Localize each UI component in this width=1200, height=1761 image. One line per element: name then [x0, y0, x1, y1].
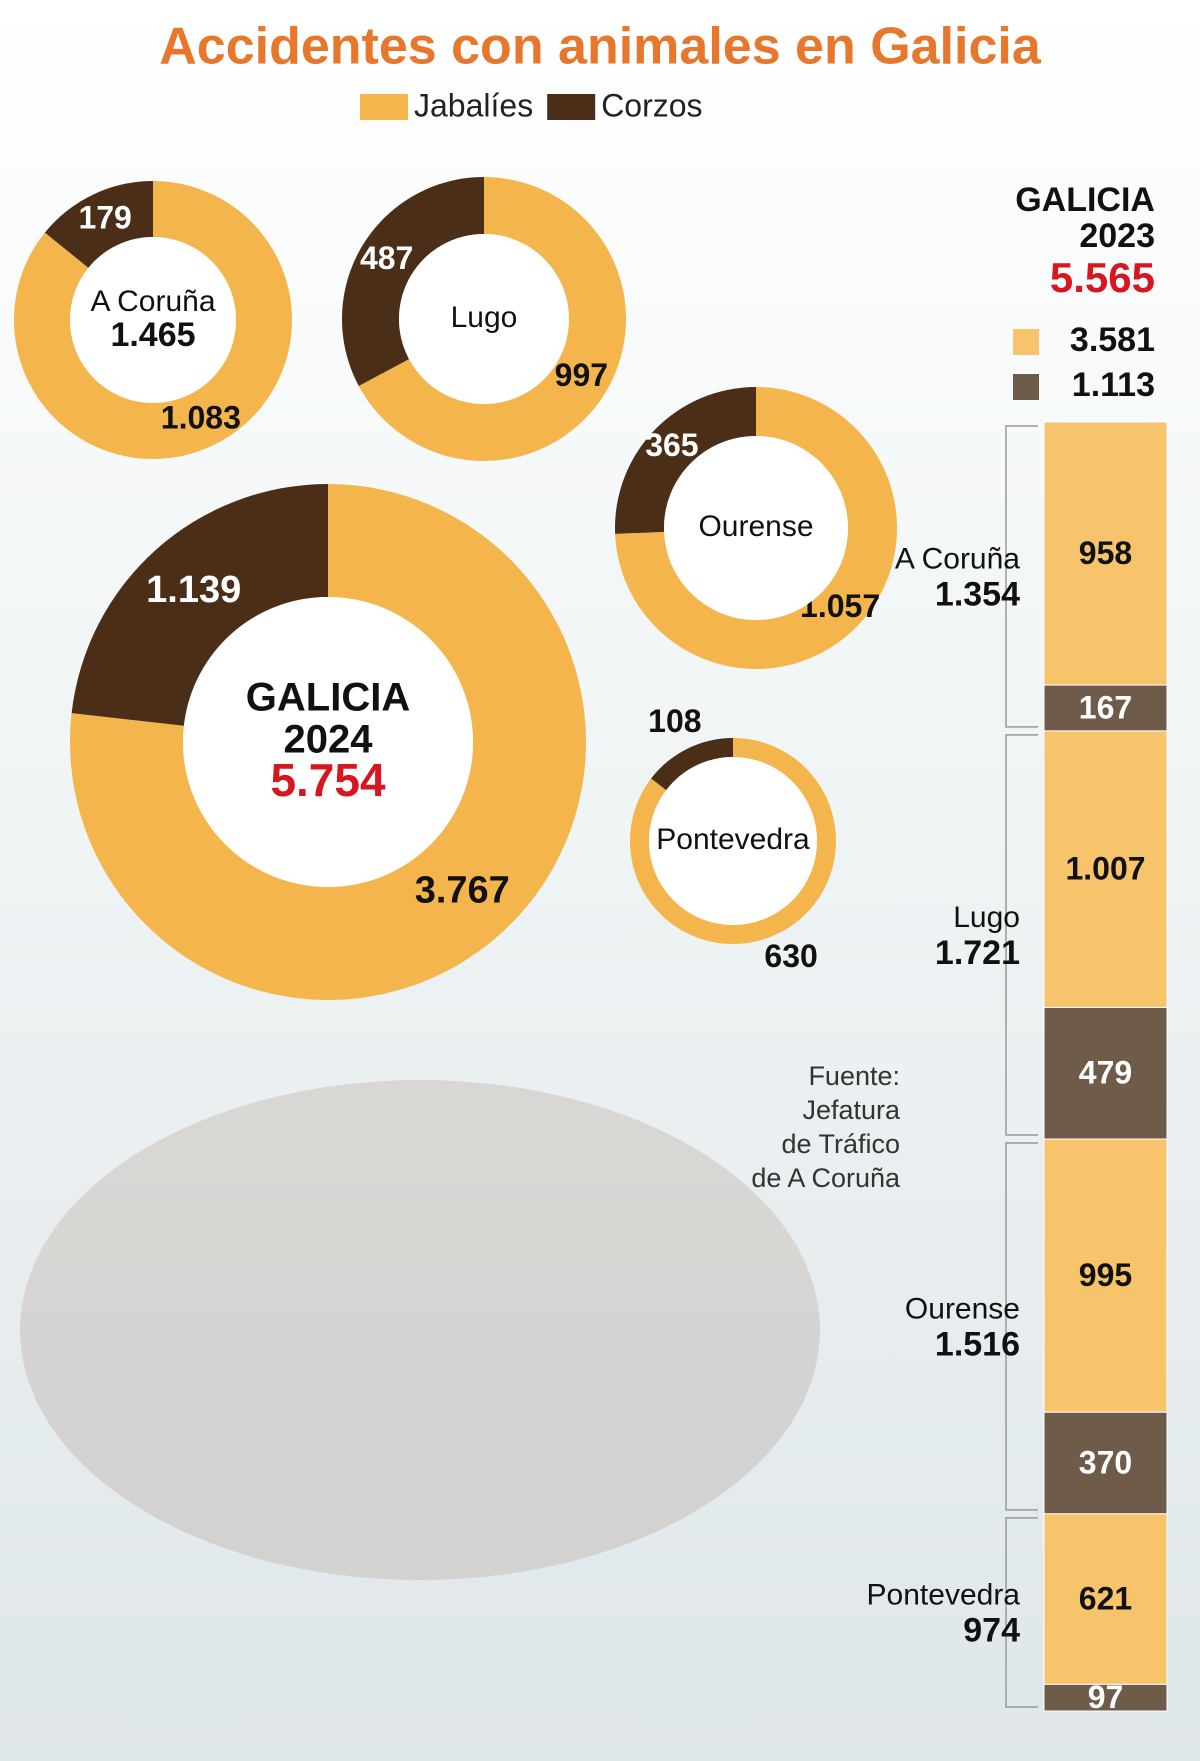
legend-swatch	[547, 94, 596, 120]
center-label: Lugo	[451, 301, 518, 334]
category-total: 974	[963, 1611, 1020, 1649]
panel-subtitle: 2023	[1079, 217, 1155, 255]
series-total: 3.581	[1070, 321, 1155, 359]
center-label: A Coruña	[90, 285, 215, 318]
donut-hole	[664, 436, 848, 620]
value-label: 1.007	[1065, 851, 1145, 887]
donut-hole	[399, 234, 569, 404]
panel-title: GALICIA	[1015, 181, 1155, 219]
value-label: 370	[1079, 1444, 1132, 1480]
donut-hole	[649, 757, 817, 925]
donut-segment	[71, 484, 328, 726]
donut-segment	[615, 387, 756, 534]
legend-swatch	[1013, 329, 1039, 355]
bar-segment	[1043, 1683, 1168, 1712]
value-label: 3.767	[415, 869, 510, 911]
legend-label: Corzos	[601, 87, 702, 123]
title: Accidentes con animales en Galicia	[159, 18, 1042, 76]
value-label: 97	[1088, 1679, 1124, 1715]
center-label: Ourense	[698, 510, 813, 543]
center-label: 2024	[284, 718, 374, 762]
center-label: GALICIA	[246, 676, 410, 720]
bar-segment	[1043, 1006, 1168, 1140]
panel-total: 5.565	[1050, 254, 1155, 301]
bar-segment	[1043, 1138, 1168, 1413]
bracket	[1005, 734, 1038, 1136]
donut-segment	[651, 738, 733, 791]
bracket	[1005, 1517, 1038, 1708]
illustration	[20, 1080, 820, 1580]
legend-swatch	[360, 94, 408, 120]
bar-segment	[1043, 730, 1168, 1008]
value-label: 487	[360, 240, 413, 276]
bar-segment	[1043, 1411, 1168, 1515]
value-label: 108	[648, 703, 701, 739]
series-total: 1.113	[1072, 366, 1155, 404]
legend-label: Jabalíes	[414, 87, 533, 123]
center-label: Pontevedra	[656, 823, 810, 856]
center-label: 1.465	[110, 316, 195, 354]
value-label: 997	[555, 357, 608, 393]
value-label: 958	[1079, 535, 1132, 571]
category-label: A Coruña	[895, 542, 1020, 575]
value-label: 167	[1079, 689, 1132, 725]
bracket	[1005, 425, 1038, 728]
value-label: 365	[645, 427, 698, 463]
bar-segment	[1043, 684, 1168, 732]
category-label: Lugo	[953, 901, 1020, 934]
category-label: Ourense	[905, 1292, 1020, 1325]
donut-segment	[358, 176, 627, 461]
category-total: 1.354	[935, 575, 1020, 613]
category-label: Pontevedra	[867, 1578, 1021, 1611]
category-total: 1.516	[935, 1325, 1020, 1363]
center-label: 5.754	[270, 754, 386, 806]
value-label: 621	[1079, 1581, 1132, 1617]
value-label: 630	[764, 938, 817, 974]
source: de Tráfico	[781, 1129, 900, 1159]
value-label: 479	[1079, 1055, 1132, 1091]
value-label: 995	[1079, 1257, 1132, 1293]
category-total: 1.721	[935, 934, 1020, 972]
bar-segment	[1043, 1513, 1168, 1685]
donut-segment	[13, 181, 292, 460]
donut-segment	[615, 387, 897, 669]
donut-segment	[70, 484, 586, 1000]
donut-segment	[342, 176, 484, 386]
donut-hole	[183, 597, 473, 887]
donut-segment	[44, 181, 153, 268]
source: Jefatura	[802, 1095, 901, 1125]
value-label: 179	[78, 199, 131, 235]
value-label: 1.139	[146, 569, 241, 611]
bracket	[1005, 1142, 1038, 1511]
source: de A Coruña	[751, 1163, 901, 1193]
source: Fuente:	[808, 1061, 900, 1091]
value-label: 1.083	[161, 400, 241, 436]
donut-hole	[70, 237, 236, 403]
legend-swatch	[1013, 374, 1039, 400]
